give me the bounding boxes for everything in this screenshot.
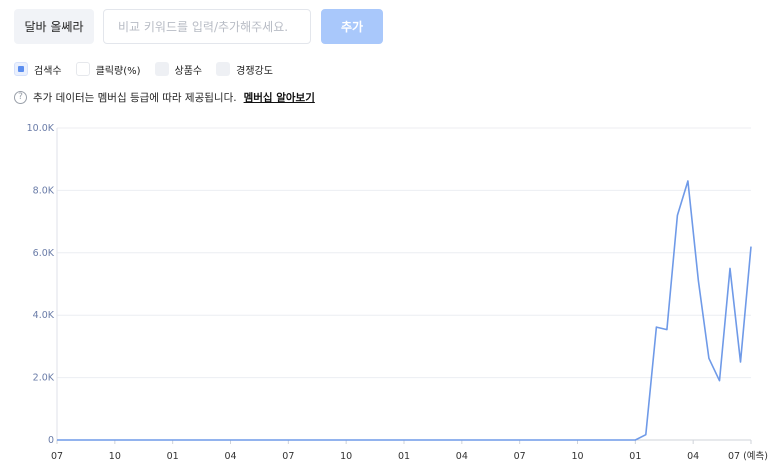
legend-item-click-rate[interactable]: 클릭량(%) [75, 62, 141, 77]
question-circle-icon: ? [14, 91, 27, 104]
x-tick-label: 10 [109, 451, 121, 462]
x-tick-label: 07 [282, 451, 294, 462]
x-tick-label: 10 [340, 451, 352, 462]
x-tick-label: 07 [514, 451, 526, 462]
x-tick-label: 04 [224, 451, 236, 462]
y-tick-label: 0 [48, 435, 54, 446]
membership-link[interactable]: 멤버십 알아보기 [243, 92, 315, 104]
checkbox-unchecked-icon[interactable] [154, 62, 169, 76]
x-tick-label: 04 [687, 451, 699, 462]
legend-item-product-count[interactable]: 상품수 [154, 62, 203, 77]
checkbox-checked-icon[interactable] [14, 62, 28, 76]
x-tick-label: 07 (예측) [728, 451, 768, 462]
x-tick-label: 01 [167, 451, 179, 462]
checkbox-unchecked-icon[interactable] [216, 62, 231, 76]
x-tick-label: 01 [629, 451, 641, 462]
legend-item-competition[interactable]: 경쟁강도 [216, 62, 273, 77]
legend-label: 클릭량(%) [95, 65, 141, 77]
y-tick-label: 10.0K [27, 123, 55, 134]
series-line [57, 180, 752, 441]
x-tick-label: 10 [571, 451, 583, 462]
chart-gridlines [56, 127, 752, 444]
legend-label: 검색수 [34, 65, 62, 77]
keyword-tag[interactable]: 달바 올쎄라 [14, 9, 94, 44]
series-layer [57, 180, 752, 441]
legend-item-search-count[interactable]: 검색수 [14, 62, 62, 77]
y-tick-label: 4.0K [33, 310, 55, 321]
membership-notice: ? 추가 데이터는 멤버십 등급에 따라 제공됩니다. 멤버십 알아보기 [14, 90, 315, 105]
y-axis: 0 2.0K 4.0K 6.0K 8.0K 10.0K [27, 123, 55, 446]
x-axis: 07 10 01 04 07 10 01 04 07 10 01 04 07 (예측) [51, 451, 768, 462]
notice-text: 추가 데이터는 멤버십 등급에 따라 제공됩니다. [33, 92, 237, 104]
compare-keyword-input[interactable] [103, 9, 311, 44]
metric-legend: 검색수 클릭량(%) 상품수 경쟁강도 [14, 61, 287, 77]
x-tick-label: 01 [398, 451, 410, 462]
add-keyword-button[interactable]: 추가 [321, 9, 383, 44]
y-tick-label: 6.0K [33, 248, 55, 259]
legend-label: 상품수 [174, 65, 203, 77]
y-tick-label: 8.0K [33, 185, 55, 196]
x-tick-label: 07 [51, 451, 63, 462]
checkbox-unchecked-icon[interactable] [75, 62, 90, 76]
x-tick-label: 04 [456, 451, 468, 462]
legend-label: 경쟁강도 [236, 65, 273, 77]
keyword-tag-label: 달바 올쎄라 [24, 20, 84, 34]
y-tick-label: 2.0K [33, 373, 55, 384]
